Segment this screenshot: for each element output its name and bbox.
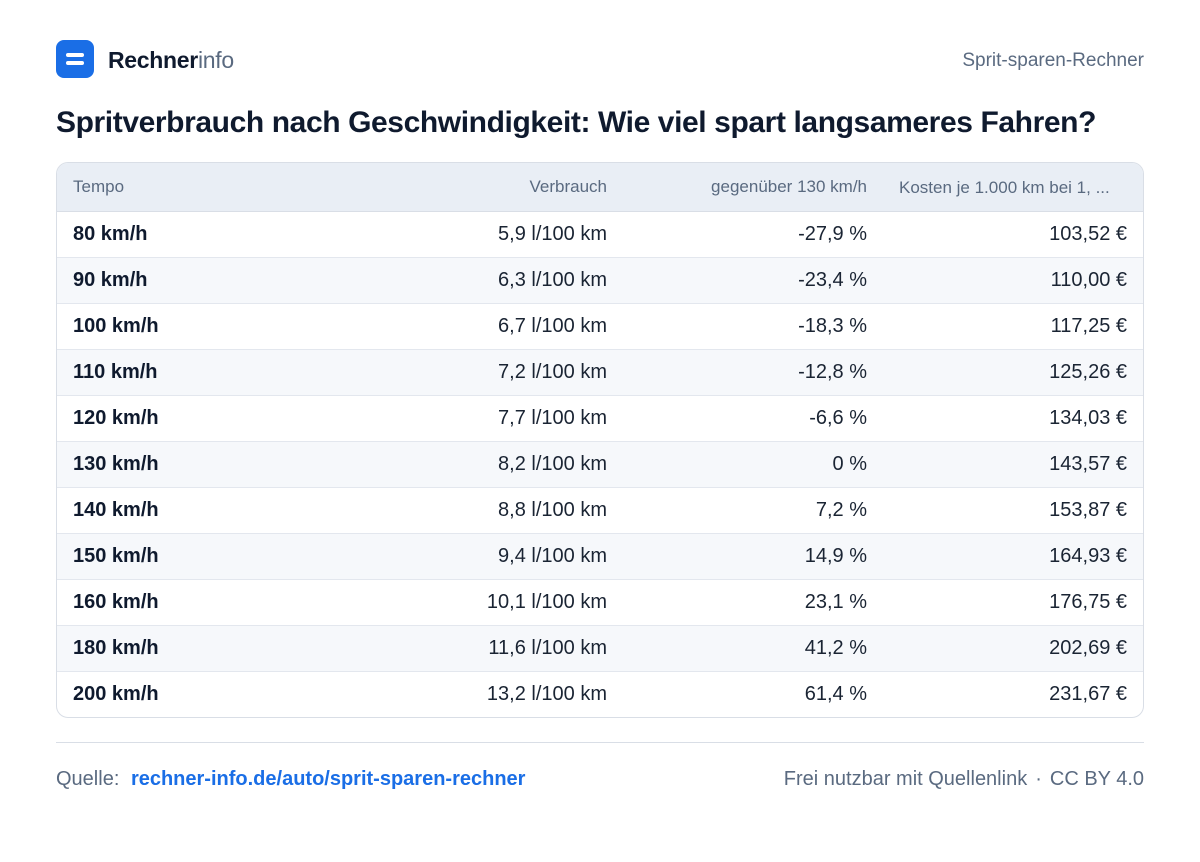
cell-consumption: 7,2 l/100 km (367, 348, 623, 395)
source-link[interactable]: rechner-info.de/auto/sprit-sparen-rechne… (130, 768, 526, 790)
column-header-vs-130: gegenüber 130 km/h (623, 163, 883, 212)
cell-consumption: 11,6 l/100 km (367, 624, 623, 671)
cell-consumption: 10,1 l/100 km (367, 578, 623, 625)
cell-cost: 125,26 € (883, 348, 1143, 395)
cell-vs-130: -18,3 % (623, 302, 883, 349)
brand-name: Rechnerinfo (108, 47, 234, 74)
table-row: 180 km/h 11,6 l/100 km 41,2 % 202,69 € (57, 624, 1143, 671)
cell-consumption: 8,8 l/100 km (367, 486, 623, 533)
cell-cost: 103,52 € (1049, 222, 1127, 245)
cell-tempo: 80 km/h (73, 222, 148, 245)
cell-tempo: 160 km/h (57, 578, 367, 625)
cell-vs-130: 0 % (623, 440, 883, 487)
page-title: Spritverbrauch nach Geschwindigkeit: Wie… (56, 106, 1096, 139)
cell-tempo: 110 km/h (57, 348, 367, 395)
table-body: 80 km/h 5,9 l/100 km -27,9 % 103,52 € 90 km/… (57, 211, 1143, 717)
cell-consumption: 5,9 l/100 km (498, 222, 607, 245)
cell-vs-130: -23,4 % (623, 256, 883, 303)
data-table-container: Tempo Verbrauch gegenüber 130 km/h Koste… (56, 162, 1144, 718)
table-row: 90 km/h 6,3 l/100 km -23,4 % 110,00 € (57, 256, 1143, 303)
cell-cost: 164,93 € (883, 532, 1143, 579)
cell-tempo: 130 km/h (57, 440, 367, 487)
cell-tempo: 90 km/h (57, 256, 367, 303)
cell-consumption: 7,7 l/100 km (367, 394, 623, 441)
column-header-cost: Kosten je 1.000 km bei 1, ... (883, 163, 1143, 212)
cell-tempo: 180 km/h (57, 624, 367, 671)
cell-cost: 231,67 € (883, 670, 1143, 717)
cell-vs-130: -6,6 % (623, 394, 883, 441)
header: Rechnerinfo Sprit-sparen-Rechner (56, 40, 1144, 80)
table-row: 100 km/h 6,7 l/100 km -18,3 % 117,25 € (57, 302, 1143, 349)
cell-vs-130: 23,1 % (623, 578, 883, 625)
cell-cost: 202,69 € (883, 624, 1143, 671)
footer-separator: · (1035, 768, 1042, 790)
license-name: CC BY 4.0 (1049, 768, 1144, 790)
cell-consumption: 9,4 l/100 km (367, 532, 623, 579)
brand-strong: Rechner (108, 47, 198, 73)
table-row: 120 km/h 7,7 l/100 km -6,6 % 134,03 € (57, 394, 1143, 441)
cell-vs-130: 41,2 % (623, 624, 883, 671)
cell-cost: 143,57 € (883, 440, 1143, 487)
cell-cost: 134,03 € (883, 394, 1143, 441)
column-header-tempo: Tempo (57, 163, 367, 212)
cell-vs-130: -27,9 % (798, 222, 867, 245)
cell-consumption: 6,3 l/100 km (367, 256, 623, 303)
table-header-row: Tempo Verbrauch gegenüber 130 km/h Koste… (57, 163, 1143, 212)
cell-consumption: 8,2 l/100 km (367, 440, 623, 487)
footer-source: Quelle: rechner-info.de/auto/sprit-spare… (56, 768, 525, 791)
table-row: 140 km/h 8,8 l/100 km 7,2 % 153,87 € (57, 486, 1143, 533)
cell-consumption: 13,2 l/100 km (367, 670, 623, 717)
cell-tempo: 150 km/h (57, 532, 367, 579)
table-row: 80 km/h 5,9 l/100 km -27,9 % 103,52 € (57, 211, 1143, 257)
footer-divider (56, 742, 1144, 743)
cell-tempo: 200 km/h (57, 670, 367, 717)
consumption-table: Tempo Verbrauch gegenüber 130 km/h Koste… (57, 163, 1143, 717)
cell-tempo: 120 km/h (57, 394, 367, 441)
footer-license: Frei nutzbar mit Quellenlink · CC BY 4.0 (784, 768, 1144, 791)
cell-vs-130: -12,8 % (623, 348, 883, 395)
table-row: 200 km/h 13,2 l/100 km 61,4 % 231,67 € (57, 670, 1143, 717)
cell-vs-130: 14,9 % (623, 532, 883, 579)
cell-cost: 110,00 € (883, 256, 1143, 303)
table-row: 160 km/h 10,1 l/100 km 23,1 % 176,75 € (57, 578, 1143, 625)
table-row: 130 km/h 8,2 l/100 km 0 % 143,57 € (57, 440, 1143, 487)
cell-cost: 153,87 € (883, 486, 1143, 533)
brand-light: info (197, 47, 234, 73)
cell-consumption: 6,7 l/100 km (367, 302, 623, 349)
column-header-consumption: Verbrauch (367, 163, 623, 212)
cell-cost: 117,25 € (883, 302, 1143, 349)
cell-cost: 176,75 € (883, 578, 1143, 625)
license-text: Frei nutzbar mit Quellenlink (783, 768, 1028, 790)
logo-icon (56, 40, 94, 78)
source-label: Quelle: (56, 768, 120, 790)
cell-tempo: 100 km/h (57, 302, 367, 349)
cell-tempo: 140 km/h (57, 486, 367, 533)
cell-vs-130: 7,2 % (623, 486, 883, 533)
table-row: 110 km/h 7,2 l/100 km -12,8 % 125,26 € (57, 348, 1143, 395)
tool-name: Sprit-sparen-Rechner (962, 50, 1144, 71)
cell-vs-130: 61,4 % (623, 670, 883, 717)
table-row: 150 km/h 9,4 l/100 km 14,9 % 164,93 € (57, 532, 1143, 579)
